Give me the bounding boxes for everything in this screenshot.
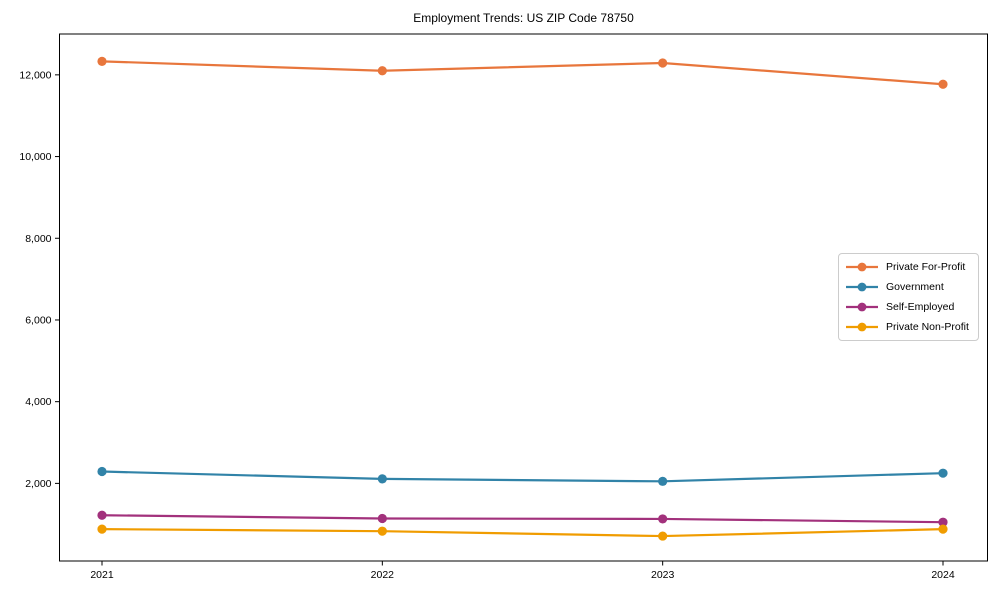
x-tick-label: 2022 xyxy=(371,569,395,581)
legend-label-private-for-profit: Private For-Profit xyxy=(886,261,966,273)
data-point-government-2022 xyxy=(377,474,387,484)
data-point-self-employed-2024 xyxy=(938,517,948,527)
data-point-government-2021 xyxy=(97,466,107,477)
data-point-self-employed-2021 xyxy=(97,510,107,520)
x-tick-label: 2021 xyxy=(90,569,114,581)
data-point-private-non-profit-2023 xyxy=(658,531,668,541)
data-point-government-2023 xyxy=(658,476,668,486)
data-point-self-employed-2023 xyxy=(658,514,668,524)
legend-label-government: Government xyxy=(886,281,944,293)
y-tick-label: 8,000 xyxy=(25,233,51,245)
legend-item-private-non-profit: Private Non-Profit xyxy=(845,318,972,336)
chart-title: Employment Trends: US ZIP Code 78750 xyxy=(413,11,634,25)
data-point-private-for-profit-2022 xyxy=(377,66,387,76)
legend-label-self-employed: Self-Employed xyxy=(886,301,955,313)
y-tick-label: 2,000 xyxy=(25,478,51,490)
legend-marker-private-for-profit xyxy=(846,262,878,272)
legend-item-private-for-profit: Private For-Profit xyxy=(845,258,972,276)
y-tick-label: 6,000 xyxy=(25,314,51,326)
data-point-private-non-profit-2024 xyxy=(938,524,948,534)
legend: Private For-Profit Government Self-Employe… xyxy=(838,253,979,341)
legend-label-private-non-profit: Private Non-Profit xyxy=(886,321,969,333)
legend-marker-self-employed xyxy=(846,302,878,312)
legend-marker-government xyxy=(846,282,878,292)
y-tick-label: 12,000 xyxy=(19,69,51,81)
y-tick-label: 10,000 xyxy=(19,151,51,163)
series-line-government xyxy=(100,470,945,483)
legend-marker-private-non-profit xyxy=(846,322,878,332)
x-tick-label: 2024 xyxy=(931,569,955,581)
data-point-government-2024 xyxy=(938,468,948,478)
legend-item-self-employed: Self-Employed xyxy=(845,298,972,316)
y-tick-label: 4,000 xyxy=(25,396,51,408)
series-line-private-for-profit xyxy=(100,60,945,86)
series-line-private-non-profit xyxy=(100,528,945,538)
data-point-private-non-profit-2021 xyxy=(97,524,107,534)
data-point-private-for-profit-2023 xyxy=(658,58,668,68)
legend-item-government: Government xyxy=(845,278,972,296)
data-point-private-non-profit-2022 xyxy=(377,526,387,536)
axes-frame xyxy=(59,33,988,562)
x-tick-label: 2023 xyxy=(651,569,675,581)
data-point-self-employed-2022 xyxy=(377,513,387,524)
data-point-private-for-profit-2021 xyxy=(97,56,107,66)
series-line-self-employed xyxy=(100,514,945,524)
data-point-private-for-profit-2024 xyxy=(938,79,948,89)
